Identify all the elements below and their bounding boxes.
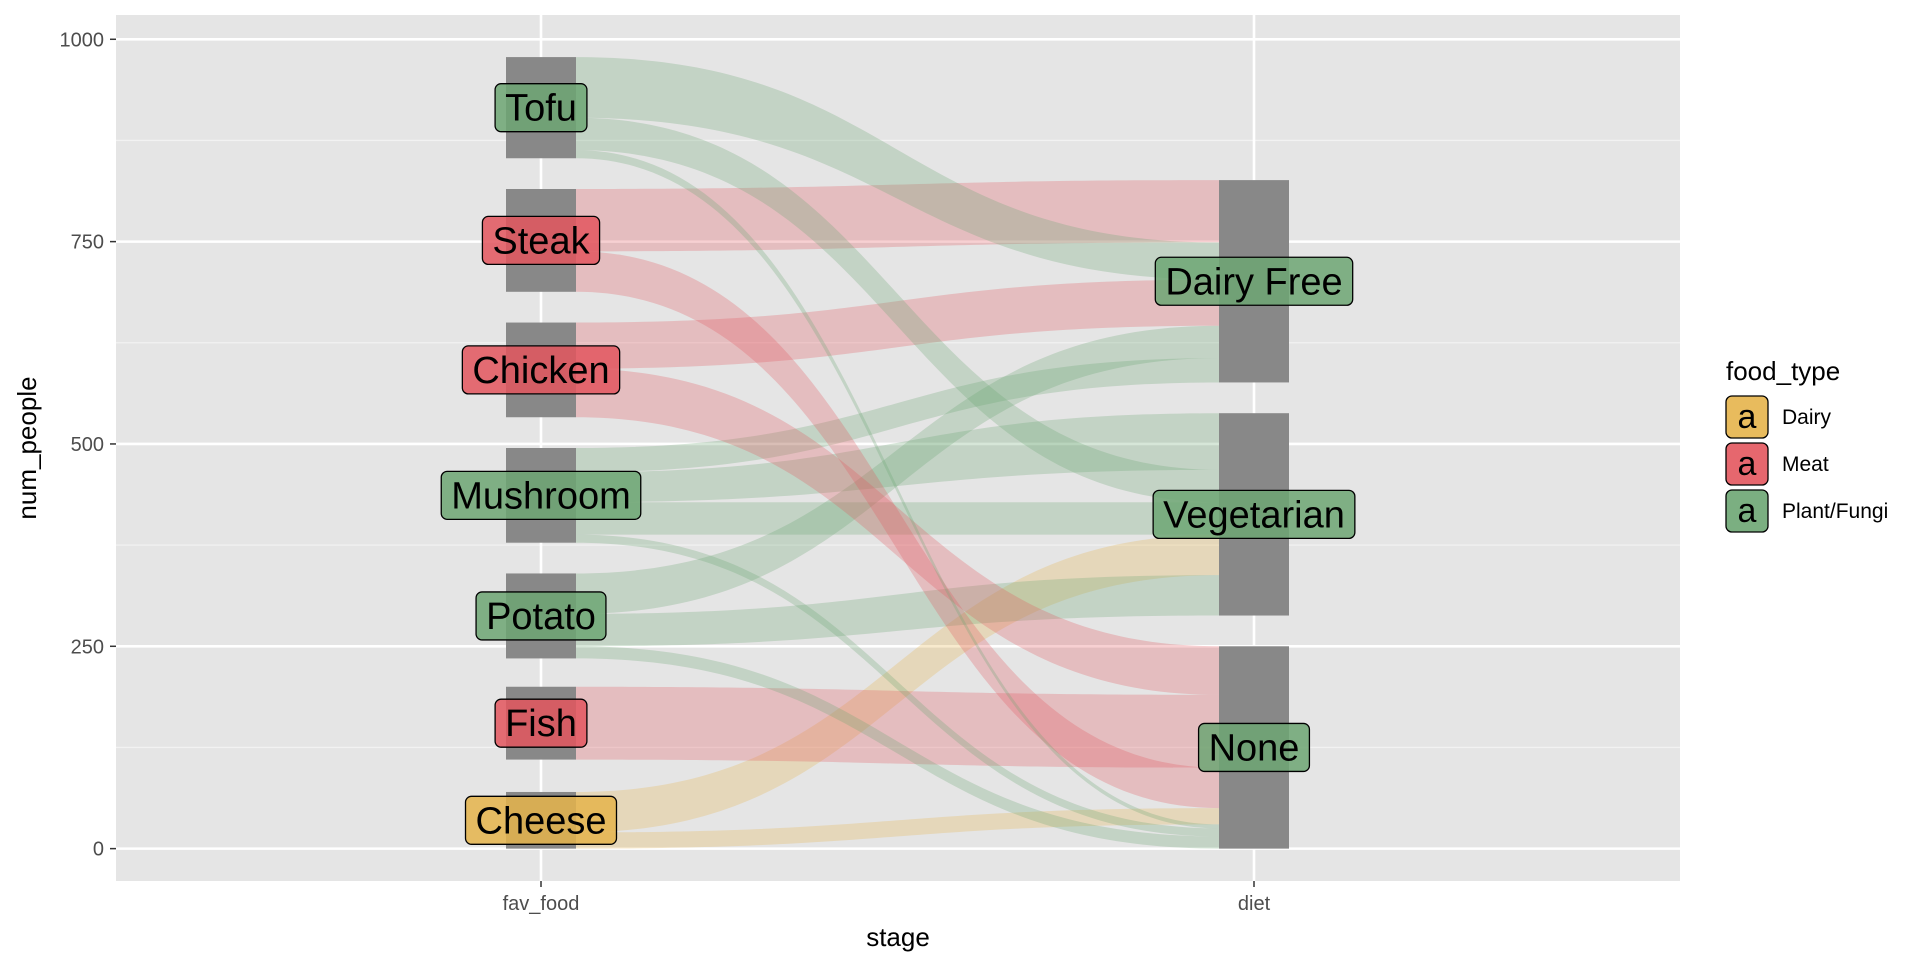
legend: food_type a Dairy a Meat a Plant/Fungi: [1725, 356, 1888, 533]
stratum-label-text: Mushroom: [451, 475, 631, 517]
flow-mushroom-to-vegetarian: [576, 413, 1219, 503]
flow-chicken-to-dairy-free: [576, 279, 1219, 369]
stratum-label-box: [464, 795, 618, 845]
stratum-label-box: [481, 215, 601, 266]
stratum-label-box: [1152, 489, 1356, 540]
flow-tofu-to-dairy-free: [576, 57, 1219, 280]
legend-label: Meat: [1782, 453, 1829, 476]
stratum-label-tofu: Tofu: [494, 83, 588, 133]
legend-key: [1725, 442, 1769, 486]
stratum-label-mushroom: Mushroom: [440, 470, 642, 520]
flow-chicken-to-none: [576, 368, 1219, 695]
plot-panel: [116, 15, 1680, 881]
stratum-label-box: [1154, 256, 1354, 306]
flow-fish-to-none: [576, 686, 1219, 768]
legend-key-glyph: a: [1738, 445, 1757, 483]
flow-cheese-to-vegetarian: [576, 534, 1219, 833]
flow-tofu-to-none: [576, 150, 1219, 829]
x-axis-title: stage: [866, 922, 930, 952]
legend-key-glyph: a: [1738, 398, 1757, 436]
stratum-labels: Cheese Fish Potato Mushroom Chicken Steak Tofu…: [440, 83, 1356, 845]
stratum-label-fish: Fish: [494, 698, 588, 748]
stratum-label-text: None: [1209, 727, 1300, 769]
legend-key-glyph: a: [1738, 492, 1757, 530]
flow-potato-to-vegetarian: [576, 575, 1219, 647]
legend-item-plant-fungi: a Plant/Fungi: [1725, 489, 1888, 533]
stratum-label-text: Vegetarian: [1163, 494, 1345, 536]
stratum-label-box: [475, 591, 607, 641]
y-tick-label: 1000: [60, 29, 105, 51]
legend-key: [1725, 395, 1769, 439]
stratum-label-chicken: Chicken: [461, 345, 621, 395]
stratum-label-text: Steak: [492, 220, 590, 262]
flow-steak-to-none: [576, 251, 1219, 809]
stratum-label-box: [461, 345, 621, 395]
stratum-label-text: Chicken: [472, 350, 609, 392]
stratum-label-box: [440, 470, 642, 520]
y-tick-label: 750: [71, 232, 104, 254]
legend-label: Dairy: [1782, 406, 1832, 429]
legend-title: food_type: [1726, 356, 1840, 386]
y-tick-label: 500: [71, 434, 104, 456]
stratum-label-text: Tofu: [505, 88, 577, 130]
x-tick-label: fav_food: [503, 893, 580, 915]
stratum-label-vegetarian: Vegetarian: [1152, 489, 1356, 540]
y-axis-title: num_people: [12, 376, 42, 519]
stratum-label-text: Fish: [505, 703, 577, 745]
stratum-label-none: None: [1197, 722, 1311, 773]
flows: [576, 57, 1219, 849]
flow-tofu-to-vegetarian: [576, 117, 1219, 503]
stratum-label-box: [494, 698, 588, 748]
flow-potato-to-none: [576, 646, 1219, 849]
flow-mushroom-to-none: [576, 534, 1219, 837]
stratum-label-text: Potato: [486, 596, 596, 638]
stratum-label-cheese: Cheese: [464, 795, 618, 845]
stratum-label-text: Cheese: [476, 800, 607, 842]
legend-item-meat: a Meat: [1725, 442, 1829, 486]
stratum-label-dairy-free: Dairy Free: [1154, 256, 1354, 306]
stratum-label-potato: Potato: [475, 591, 607, 641]
legend-key: [1725, 489, 1769, 533]
y-tick-label: 0: [93, 839, 104, 861]
flow-cheese-to-none: [576, 808, 1219, 849]
axes: 0 250 500 750 1000 fav_food diet: [60, 29, 1271, 915]
stratum-label-box: [1197, 722, 1311, 773]
legend-label: Plant/Fungi: [1782, 500, 1888, 523]
stratum-label-text: Dairy Free: [1165, 261, 1342, 303]
legend-item-dairy: a Dairy: [1725, 395, 1832, 439]
flow-steak-to-dairy-free: [576, 180, 1219, 252]
y-tick-label: 250: [71, 636, 104, 658]
flow-potato-to-dairy-free: [576, 325, 1219, 614]
flow-mushroom-to-dairy-free: [576, 358, 1219, 473]
x-tick-label: diet: [1238, 893, 1271, 915]
stratum-label-steak: Steak: [481, 215, 601, 266]
flow-mushroom-to-vegetarian: [576, 502, 1219, 535]
stratum-label-box: [494, 83, 588, 133]
